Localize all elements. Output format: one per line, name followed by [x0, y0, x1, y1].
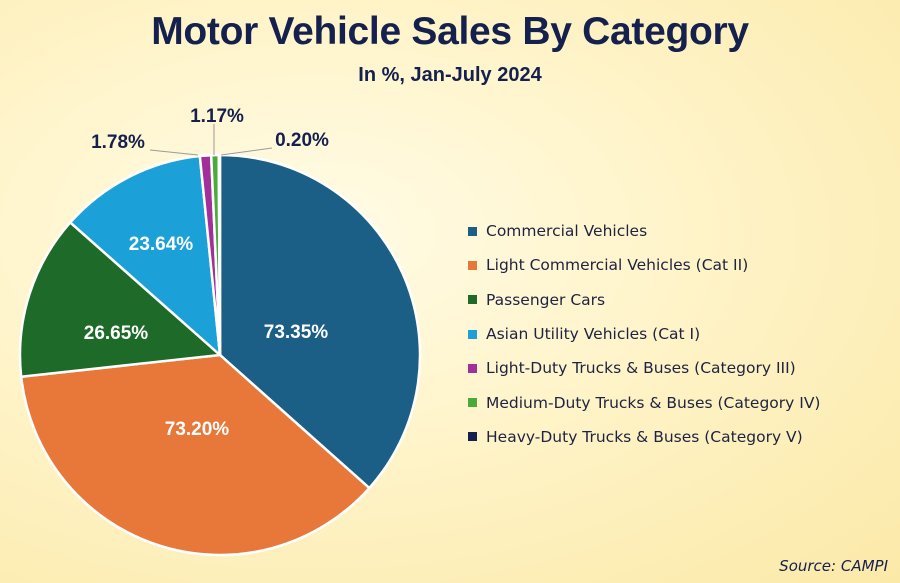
chart-subtitle: In %, Jan-July 2024 — [358, 64, 542, 86]
legend-label: Commercial Vehicles — [486, 222, 648, 241]
pie-slice — [218, 153, 422, 490]
source-note: Source: CAMPI — [779, 557, 888, 575]
slice-label: 26.65% — [84, 323, 149, 344]
legend-label: Light-Duty Trucks & Buses (Category III) — [486, 359, 796, 378]
slice-label: 1.17% — [190, 106, 244, 127]
legend-label: Passenger Cars — [486, 290, 606, 309]
pie-slice — [18, 220, 223, 379]
legend-swatch — [468, 260, 477, 270]
legend: Commercial Vehicles Light Commercial Veh… — [468, 214, 820, 454]
slice-label: 1.78% — [91, 132, 145, 153]
legend-swatch — [468, 432, 477, 442]
slice-label: 23.64% — [129, 234, 194, 255]
legend-swatch — [468, 295, 477, 305]
slice-label: 73.35% — [264, 322, 329, 343]
legend-item: Light-Duty Trucks & Buses (Category III) — [468, 351, 820, 385]
legend-item: Light Commercial Vehicles (Cat II) — [468, 248, 820, 282]
legend-label: Medium-Duty Trucks & Buses (Category IV) — [486, 393, 821, 412]
legend-label: Heavy-Duty Trucks & Buses (Category V) — [486, 427, 803, 446]
legend-swatch — [468, 226, 477, 236]
leader-line — [149, 149, 199, 156]
legend-item: Heavy-Duty Trucks & Buses (Category V) — [468, 420, 820, 454]
legend-item: Commercial Vehicles — [468, 214, 820, 248]
chart-title: Motor Vehicle Sales By Category — [151, 10, 749, 53]
legend-swatch — [468, 363, 477, 373]
slice-label: 0.20% — [275, 130, 329, 151]
legend-item: Passenger Cars — [468, 283, 820, 317]
legend-label: Light Commercial Vehicles (Cat II) — [486, 256, 749, 275]
legend-swatch — [468, 398, 477, 408]
leader-line — [220, 147, 273, 156]
slice-label: 73.20% — [165, 419, 230, 440]
legend-item: Asian Utility Vehicles (Cat I) — [468, 317, 820, 351]
pie-slice — [68, 154, 222, 359]
legend-item: Medium-Duty Trucks & Buses (Category IV) — [468, 385, 820, 419]
pie-slice — [19, 353, 372, 557]
legend-swatch — [468, 329, 477, 339]
pie-slice — [217, 153, 222, 356]
legend-label: Asian Utility Vehicles (Cat I) — [486, 325, 701, 344]
